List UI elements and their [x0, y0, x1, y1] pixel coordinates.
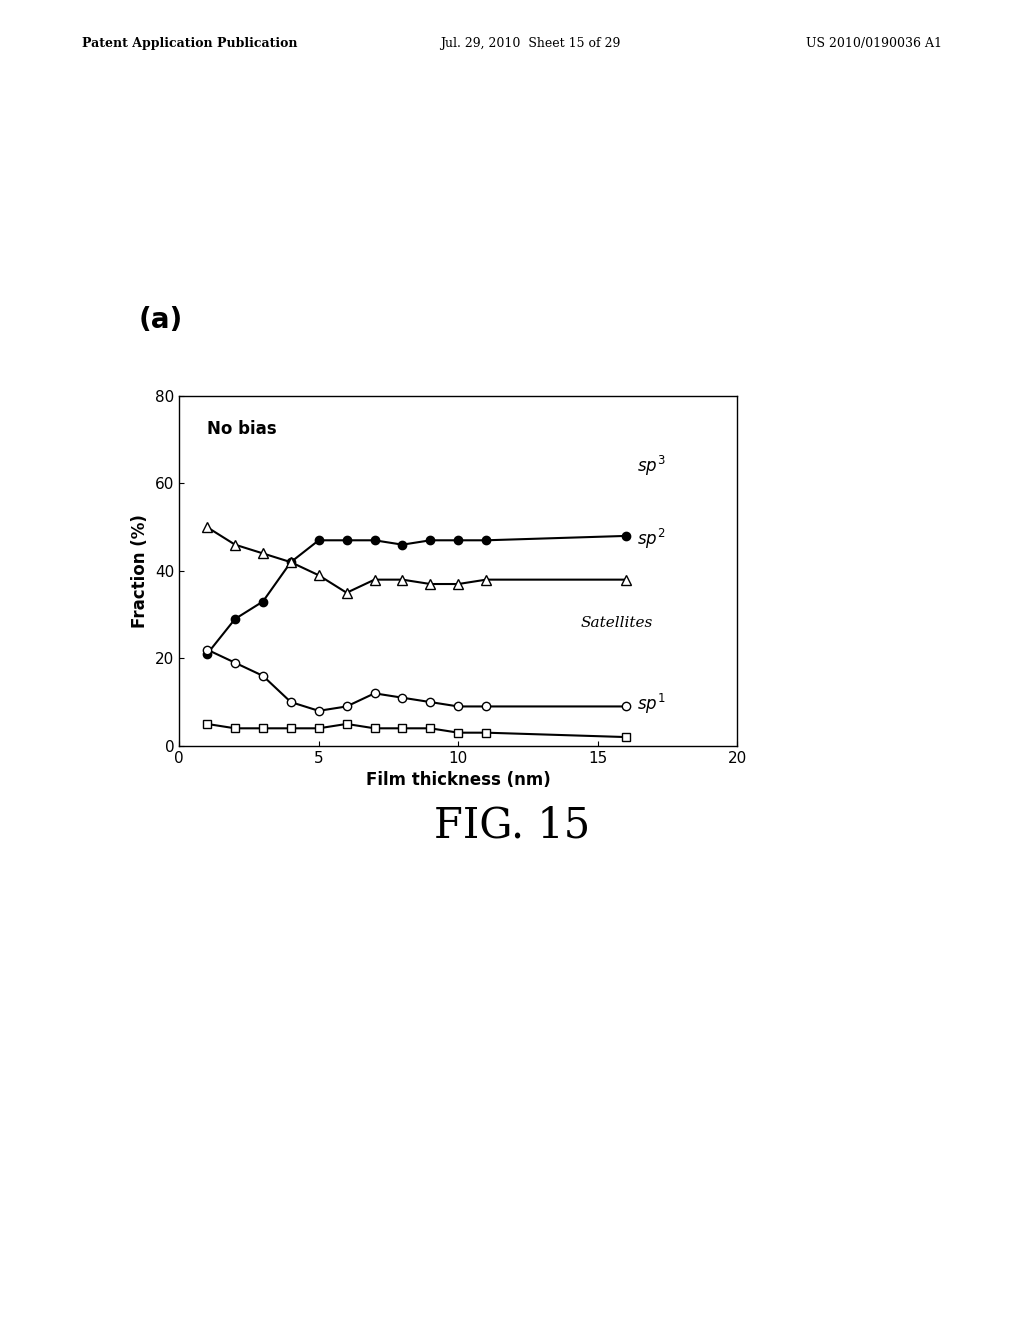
Text: Patent Application Publication: Patent Application Publication: [82, 37, 297, 50]
Y-axis label: Fraction (%): Fraction (%): [131, 513, 150, 628]
Text: No bias: No bias: [207, 421, 276, 438]
Text: (a): (a): [138, 306, 182, 334]
Text: Satellites: Satellites: [581, 616, 653, 631]
Text: $sp^3$: $sp^3$: [637, 454, 666, 478]
Text: $sp^2$: $sp^2$: [637, 528, 666, 552]
Text: $sp^1$: $sp^1$: [637, 692, 666, 715]
Text: Jul. 29, 2010  Sheet 15 of 29: Jul. 29, 2010 Sheet 15 of 29: [440, 37, 621, 50]
Text: FIG. 15: FIG. 15: [434, 804, 590, 846]
Text: US 2010/0190036 A1: US 2010/0190036 A1: [806, 37, 942, 50]
X-axis label: Film thickness (nm): Film thickness (nm): [366, 771, 551, 789]
